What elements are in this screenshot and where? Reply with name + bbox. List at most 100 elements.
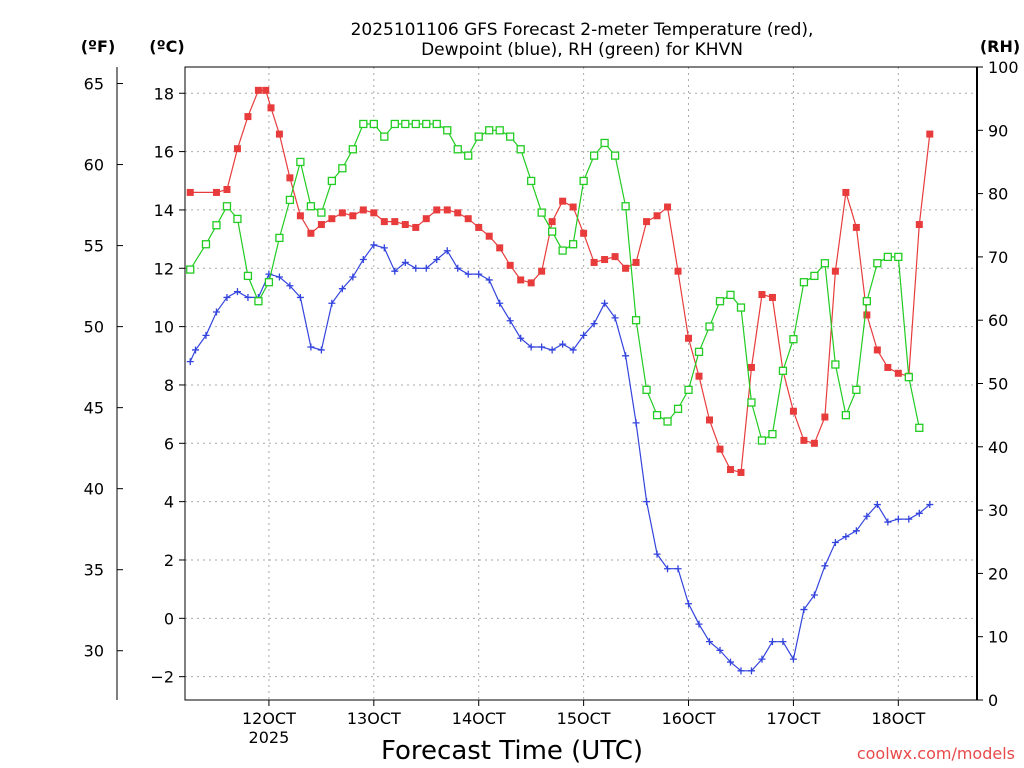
rh-tick-label: 50 — [988, 375, 1008, 394]
temperature-point — [873, 346, 881, 354]
dewpoint-point — [412, 264, 420, 272]
dewpoint-point — [747, 667, 755, 675]
rh-point — [285, 195, 295, 205]
x-tick-label: 15OCT — [557, 709, 611, 728]
rh-point — [820, 259, 830, 268]
rh-point — [579, 176, 588, 186]
rh-point — [694, 347, 704, 357]
rh-point — [516, 145, 525, 154]
rh-point — [915, 423, 924, 432]
dewpoint-point — [401, 258, 409, 266]
temperature-point — [380, 218, 388, 226]
rh-point — [757, 436, 767, 445]
dewpoint-point — [810, 591, 818, 599]
dewpoint-point — [328, 299, 336, 307]
series-layer — [186, 86, 934, 675]
rh-point — [464, 151, 473, 160]
rh-tick-label: 60 — [988, 311, 1008, 330]
celsius-tick-label: −2 — [150, 668, 174, 687]
temperature-point — [254, 86, 262, 94]
rh-point — [212, 221, 221, 230]
temperature-point — [275, 130, 283, 138]
temperature-point — [768, 293, 776, 301]
temperature-point — [233, 145, 241, 153]
dewpoint-line — [189, 244, 931, 672]
temperature-point — [726, 466, 734, 474]
celsius-tick-label: 2 — [164, 551, 174, 570]
dewpoint-point — [632, 419, 640, 427]
celsius-tick-label: 16 — [154, 143, 174, 162]
rh-point — [600, 138, 609, 148]
dewpoint-point — [800, 606, 808, 614]
rh-tick-label: 70 — [988, 248, 1008, 267]
temperature-point — [338, 209, 346, 217]
dewpoint-point — [454, 264, 462, 272]
dewpoint-point — [275, 273, 283, 281]
dewpoint-point — [433, 256, 441, 264]
temperature-point — [559, 197, 567, 205]
dewpoint-point — [391, 267, 399, 275]
temperature-point — [496, 244, 504, 252]
temperature-point — [517, 276, 525, 284]
rh-point — [495, 126, 504, 135]
temperature-point — [747, 363, 755, 371]
rh-point — [810, 271, 819, 281]
dewpoint-point — [569, 346, 577, 354]
temperature-point — [653, 212, 661, 220]
temperature-point — [475, 223, 483, 231]
dewpoint-point — [863, 512, 871, 520]
rh-point — [715, 297, 725, 306]
rh-point — [747, 398, 756, 407]
dewpoint-point — [664, 565, 672, 573]
temperature-series — [186, 86, 934, 476]
dewpoint-point — [926, 501, 934, 509]
temperature-point — [349, 212, 357, 220]
dewpoint-point — [475, 270, 483, 278]
dewpoint-point — [517, 334, 525, 342]
rh-point — [485, 126, 494, 135]
dewpoint-point — [338, 285, 346, 293]
rh-point — [610, 151, 620, 160]
dewpoint-point — [831, 538, 839, 546]
rh-point — [789, 335, 798, 344]
dewpoint-point — [884, 518, 892, 526]
dewpoint-point — [873, 501, 881, 509]
rh-point — [558, 246, 567, 255]
temperature-point — [317, 221, 325, 229]
temperature-point — [262, 86, 270, 94]
rh-tick-label: 40 — [988, 438, 1008, 457]
fahrenheit-tick-label: 65 — [84, 75, 104, 94]
temperature-point — [894, 369, 902, 377]
dewpoint-point — [789, 655, 797, 663]
fahrenheit-tick-label: 60 — [84, 156, 104, 175]
rh-point — [243, 271, 253, 281]
x-tick-sublabel: 2025 — [249, 728, 290, 747]
rh-point — [527, 176, 536, 186]
temperature-point — [296, 212, 304, 220]
dewpoint-point — [296, 293, 304, 301]
temperature-point — [622, 264, 630, 272]
dewpoint-point — [370, 241, 378, 249]
temperature-point — [664, 203, 672, 211]
rh-point — [652, 410, 662, 420]
rh-point — [705, 322, 714, 331]
temperature-point — [286, 174, 294, 182]
fahrenheit-tick-label: 30 — [84, 642, 104, 661]
rh-point — [537, 208, 546, 217]
rh-point — [327, 176, 337, 186]
rh-point — [453, 145, 462, 154]
dewpoint-point — [212, 308, 220, 316]
rh-point — [369, 119, 378, 129]
dewpoint-point — [422, 264, 430, 272]
rh-point — [768, 429, 777, 439]
temperature-line — [190, 89, 931, 474]
temperature-point — [716, 445, 724, 453]
temperature-point — [328, 215, 336, 223]
x-tick-label: 16OCT — [662, 709, 716, 728]
dewpoint-point — [716, 646, 724, 654]
celsius-axis-ticks: −2 0 2 4 6 8 10 12 14 16 18 — [150, 84, 185, 687]
dewpoint-point — [538, 343, 546, 351]
temperature-point — [454, 209, 462, 217]
dewpoint-point — [548, 346, 556, 354]
dewpoint-point — [496, 299, 504, 307]
